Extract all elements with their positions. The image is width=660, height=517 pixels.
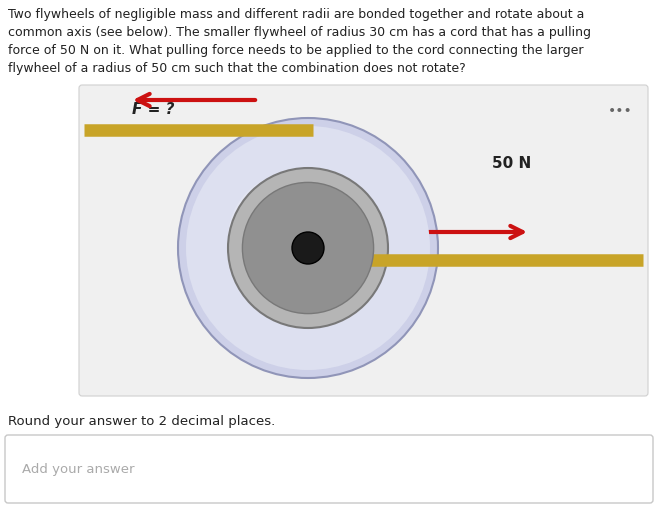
Circle shape [242, 183, 374, 314]
Text: Add your answer: Add your answer [22, 463, 135, 476]
FancyBboxPatch shape [79, 85, 648, 396]
Text: •••: ••• [609, 104, 633, 118]
Circle shape [228, 173, 358, 303]
Circle shape [178, 118, 438, 378]
Text: 50 N: 50 N [492, 156, 531, 171]
Text: Round your answer to 2 decimal places.: Round your answer to 2 decimal places. [8, 415, 275, 428]
Circle shape [186, 126, 430, 370]
Text: force of 50 N on it. What pulling force needs to be applied to the cord connecti: force of 50 N on it. What pulling force … [8, 44, 583, 57]
Text: Two flywheels of negligible mass and different radii are bonded together and rot: Two flywheels of negligible mass and dif… [8, 8, 584, 21]
FancyBboxPatch shape [5, 435, 653, 503]
Text: F = ?: F = ? [132, 102, 174, 117]
Text: common axis (see below). The smaller flywheel of radius 30 cm has a cord that ha: common axis (see below). The smaller fly… [8, 26, 591, 39]
Circle shape [292, 232, 324, 264]
Text: flywheel of a radius of 50 cm such that the combination does not rotate?: flywheel of a radius of 50 cm such that … [8, 62, 466, 75]
Circle shape [228, 168, 388, 328]
